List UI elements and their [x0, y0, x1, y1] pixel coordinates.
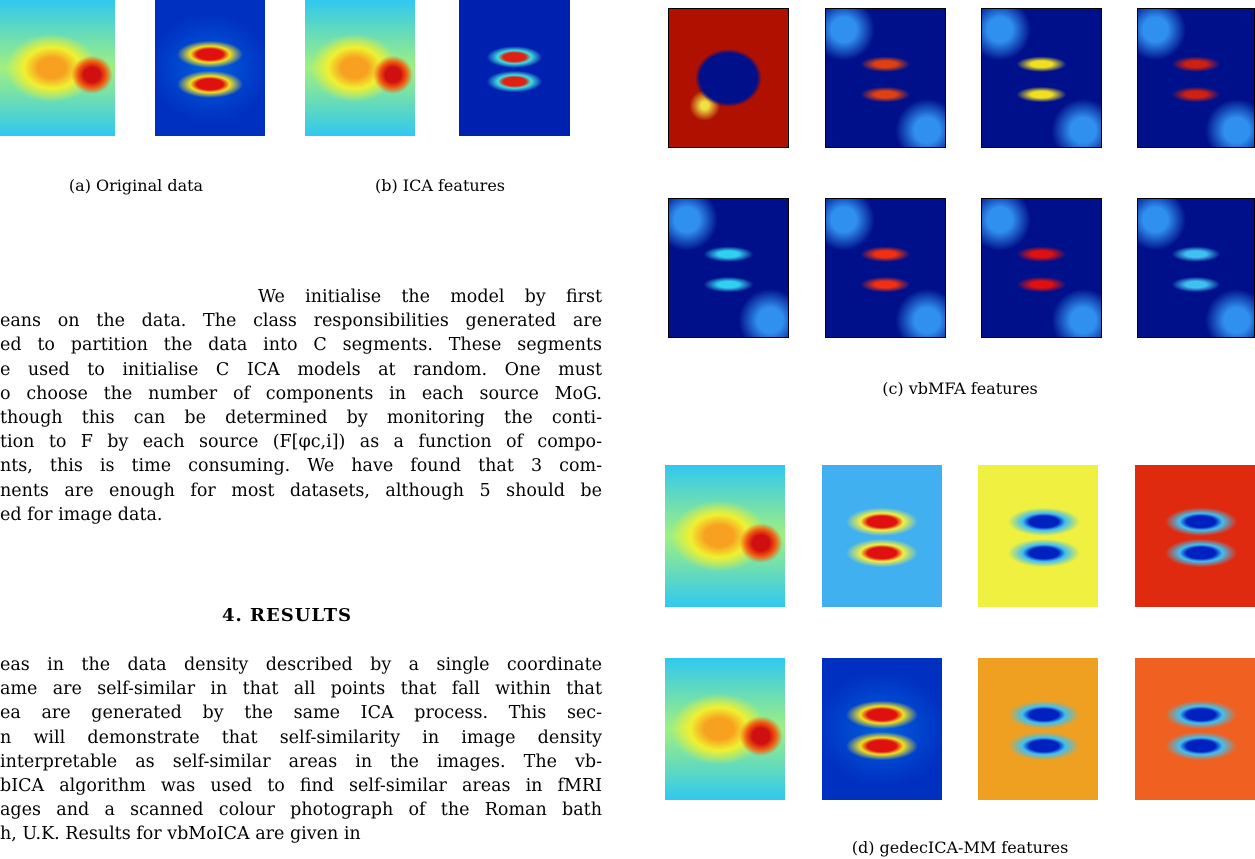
figure-image — [459, 0, 570, 136]
text-line: ages and a scanned colour photograph of … — [0, 798, 602, 822]
text-line: o choose the number of components in eac… — [0, 382, 602, 406]
text-line: bICA algorithm was used to find self-sim… — [0, 774, 602, 798]
text-line: nts, this is time consuming. We have fou… — [0, 454, 602, 478]
figure-caption: (a) Original data — [69, 176, 203, 195]
text-line: though this can be determined by monitor… — [0, 406, 602, 430]
text-line: eans on the data. The class responsibili… — [0, 309, 602, 333]
figure-image — [981, 8, 1102, 148]
figure-image — [665, 658, 785, 800]
figure-image — [665, 465, 785, 607]
figure-image — [981, 198, 1102, 338]
figure-image — [305, 0, 415, 136]
figure-image — [1137, 198, 1255, 338]
figure-image — [668, 198, 789, 338]
figure-image — [825, 198, 946, 338]
figure-image — [822, 465, 942, 607]
text-line: We initialise the model by first running… — [258, 285, 602, 309]
figure-image — [822, 658, 942, 800]
figure-image — [0, 0, 115, 136]
figure-image — [155, 0, 265, 136]
text-line: e used to initialise C ICA models at ran… — [0, 358, 602, 382]
text-line: n will demonstrate that self-similarity … — [0, 726, 602, 750]
figure-caption: (d) gedecICA-MM features — [852, 838, 1069, 857]
figure-image — [668, 8, 789, 148]
text-line: ame are self-similar in that all points … — [0, 677, 602, 701]
text-line: nents are enough for most datasets, alth… — [0, 479, 602, 503]
figure-caption: (b) ICA features — [375, 176, 505, 195]
figure-image — [825, 8, 946, 148]
figure-image — [1137, 8, 1255, 148]
page: (a) Original data (b) ICA features (c) vbM… — [0, 0, 1255, 859]
text-line: interpretable as self-similar areas in t… — [0, 750, 602, 774]
figure-image — [1135, 465, 1255, 607]
figure-caption: (c) vbMFA features — [882, 379, 1038, 398]
text-line: ea are generated by the same ICA process… — [0, 701, 602, 725]
figure-image — [978, 658, 1098, 800]
text-line: h, U.K. Results for vbMoICA are given in — [0, 822, 361, 846]
text-line: eas in the data density described by a s… — [0, 653, 602, 677]
figure-image — [978, 465, 1098, 607]
text-line: ed to partition the data into C segments… — [0, 333, 602, 357]
text-line: ed for image data. — [0, 503, 162, 527]
section-heading: 4. RESULTS — [222, 605, 352, 626]
text-line: tion to F by each source (F[φc,i]) as a … — [0, 430, 602, 454]
figure-image — [1135, 658, 1255, 800]
